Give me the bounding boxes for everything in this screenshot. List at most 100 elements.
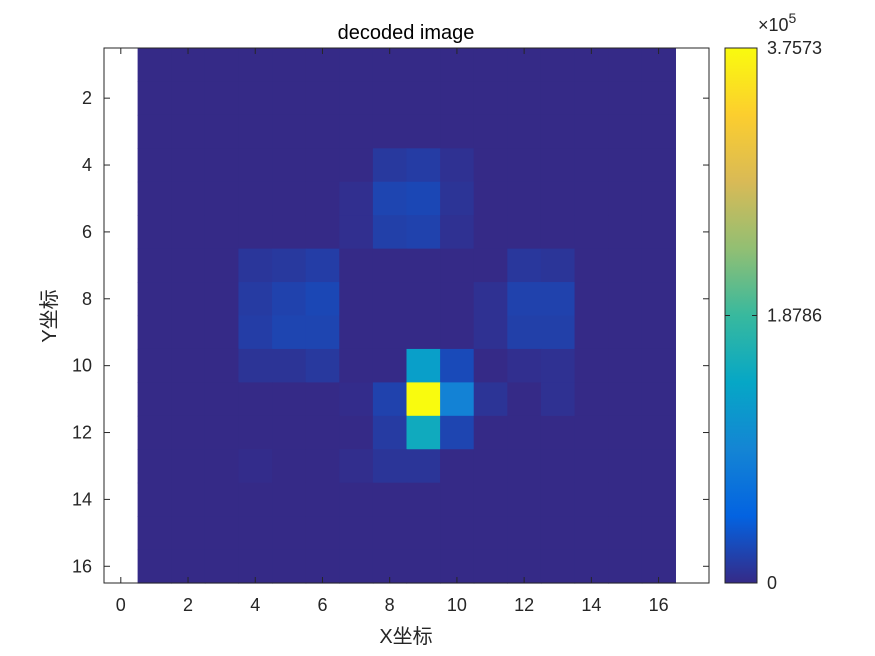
heatmap-cell <box>608 114 643 149</box>
heatmap-cell <box>372 81 408 116</box>
heatmap-cell <box>171 181 206 216</box>
heatmap-cell <box>406 215 441 250</box>
heatmap-cell <box>574 148 609 183</box>
heatmap-cell <box>238 148 273 183</box>
y-tick-label: 6 <box>82 222 92 242</box>
heatmap-cell <box>641 248 676 283</box>
heatmap-cell <box>540 482 576 517</box>
heatmap-cell <box>372 215 408 250</box>
heatmap-cell <box>507 449 542 484</box>
heatmap-cell <box>641 482 676 517</box>
heatmap-cell <box>574 348 609 383</box>
heatmap-cell <box>641 315 676 350</box>
heatmap-cell <box>272 549 307 584</box>
heatmap-cell <box>574 282 609 317</box>
heatmap-cell <box>339 81 374 116</box>
heatmap-cell <box>473 449 508 484</box>
heatmap-cell <box>272 48 307 83</box>
heatmap-cell <box>574 215 609 250</box>
x-tick-label: 8 <box>385 595 395 615</box>
heatmap-cell <box>406 48 441 83</box>
heatmap-cell <box>641 181 676 216</box>
heatmap-cell <box>137 516 172 551</box>
heatmap-cell <box>574 516 609 551</box>
heatmap-cell <box>406 516 441 551</box>
heatmap-cell <box>507 282 542 317</box>
heatmap-cell <box>171 215 206 250</box>
x-tick-label: 14 <box>581 595 601 615</box>
heatmap-cell <box>473 315 508 350</box>
heatmap-cell <box>372 248 408 283</box>
heatmap-cell <box>372 348 408 383</box>
heatmap-cell <box>406 549 441 584</box>
heatmap-cell <box>305 315 340 350</box>
heatmap-cell <box>406 282 441 317</box>
heatmap-cell <box>305 449 340 484</box>
heatmap-cell <box>272 449 307 484</box>
heatmap-cell <box>372 114 408 149</box>
heatmap-cell <box>574 449 609 484</box>
heatmap-cell <box>507 81 542 116</box>
heatmap-cell <box>238 516 273 551</box>
heatmap-cell <box>171 516 206 551</box>
heatmap-cell <box>204 248 240 283</box>
heatmap-cell <box>440 248 475 283</box>
heatmap-cell <box>608 248 643 283</box>
heatmap-cell <box>440 215 475 250</box>
heatmap-cell <box>339 549 374 584</box>
heatmap-cell <box>238 215 273 250</box>
heatmap-cell <box>171 248 206 283</box>
heatmap-cell <box>507 482 542 517</box>
heatmap-cell <box>305 415 340 450</box>
heatmap-cell <box>608 482 643 517</box>
heatmap-cell <box>238 315 273 350</box>
heatmap-cell <box>272 516 307 551</box>
heatmap-cell <box>204 81 240 116</box>
heatmap-cell <box>574 181 609 216</box>
heatmap-cell <box>440 415 475 450</box>
heatmap-cell <box>137 382 172 417</box>
colorbar-exponent: ×105 <box>758 10 797 35</box>
heatmap-cell <box>137 114 172 149</box>
heatmap-cell <box>204 415 240 450</box>
heatmap-cell <box>473 348 508 383</box>
heatmap-cell <box>507 148 542 183</box>
axes-frame <box>103 47 710 584</box>
heatmap-cell <box>137 315 172 350</box>
colorbar-tick-label: 3.7573 <box>767 38 822 58</box>
x-tick-label: 12 <box>514 595 534 615</box>
heatmap-cell <box>238 114 273 149</box>
x-tick-label: 10 <box>447 595 467 615</box>
x-tick-label: 2 <box>183 595 193 615</box>
heatmap-cell <box>641 516 676 551</box>
heatmap-cell <box>473 282 508 317</box>
heatmap-cell <box>339 48 374 83</box>
heatmap-cell <box>440 148 475 183</box>
heatmap-cell <box>272 348 307 383</box>
heatmap-cell <box>137 282 172 317</box>
y-tick-label: 2 <box>82 88 92 108</box>
heatmap-cell <box>171 449 206 484</box>
y-tick-label: 8 <box>82 289 92 309</box>
heatmap-cell <box>272 315 307 350</box>
heatmap-cell <box>272 114 307 149</box>
heatmap-cell <box>305 81 340 116</box>
heatmap-cell <box>540 114 576 149</box>
heatmap-cell <box>406 348 441 383</box>
heatmap-cell <box>406 181 441 216</box>
heatmap-cell <box>238 248 273 283</box>
y-axis-ticks: 2 4 6 8 10 12 14 16 <box>72 88 709 576</box>
heatmap-cell <box>608 282 643 317</box>
heatmap-cell <box>507 382 542 417</box>
heatmap-cell <box>238 482 273 517</box>
heatmap-cell <box>540 382 576 417</box>
heatmap-cell <box>507 114 542 149</box>
heatmap-cell <box>641 449 676 484</box>
heatmap-cell <box>507 315 542 350</box>
heatmap-cell <box>305 482 340 517</box>
heatmap-cell <box>473 114 508 149</box>
heatmap-cell <box>339 114 374 149</box>
heatmap-cell <box>171 282 206 317</box>
heatmap-cell <box>372 148 408 183</box>
heatmap-cell <box>507 248 542 283</box>
